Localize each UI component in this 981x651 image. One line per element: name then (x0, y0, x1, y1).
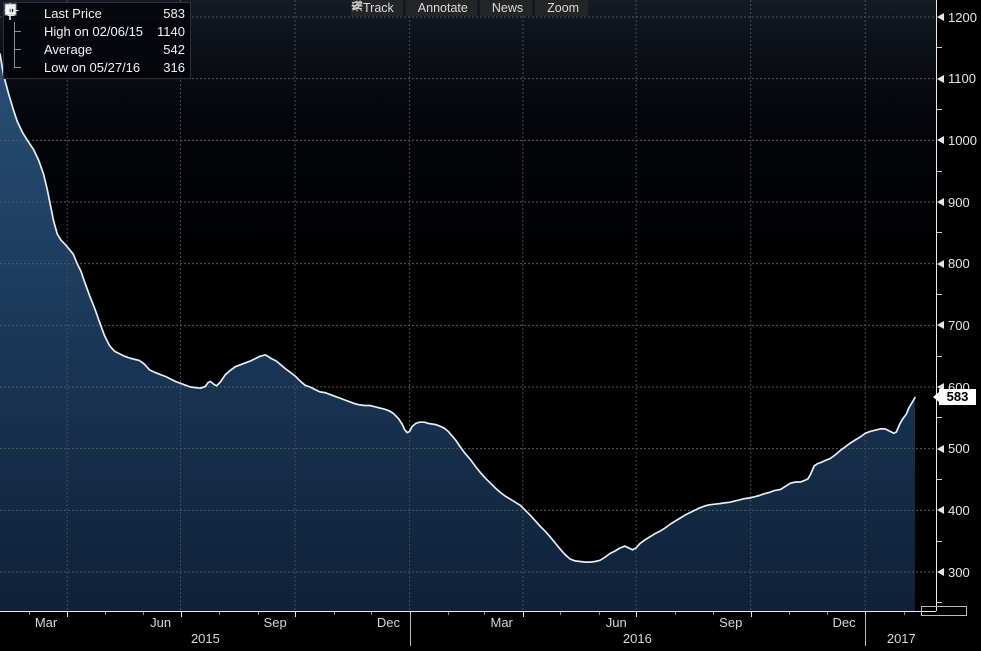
x-quarter-tick (181, 612, 182, 617)
legend-value: 316 (163, 60, 185, 75)
x-quarter-tick (751, 612, 752, 617)
x-axis-year-label: 2015 (191, 631, 220, 646)
x-month-tick (484, 612, 485, 615)
x-quarter-tick (295, 612, 296, 617)
x-quarter-tick (67, 612, 68, 617)
y-tick-arrow-icon (937, 568, 944, 576)
y-axis-label: 700 (948, 319, 970, 332)
chart-canvas[interactable] (0, 0, 936, 611)
x-month-tick (219, 612, 220, 615)
last-price-tag: 583 (939, 389, 976, 405)
legend-tree-connector (7, 58, 22, 76)
y-axis-label: 900 (948, 196, 970, 209)
legend-label: Average (44, 42, 92, 57)
y-tick-arrow-icon (937, 136, 944, 144)
y-tick-arrow-icon (937, 506, 944, 514)
x-axis-month-label: Dec (832, 615, 855, 630)
y-axis-label: 800 (948, 257, 970, 270)
x-axis-line (0, 611, 936, 612)
y-tick-arrow-icon (937, 321, 944, 329)
x-axis-year-label: 2017 (887, 631, 916, 646)
x-axis-month-label: Sep (264, 615, 287, 630)
chart-plot: Last Price583High on 02/06/151140Average… (0, 0, 936, 611)
toolbar-button-label: Track (363, 0, 394, 16)
x-month-tick (904, 612, 905, 615)
x-month-tick (713, 612, 714, 615)
legend-tree-connector (7, 22, 22, 40)
y-axis-label: 400 (948, 504, 970, 517)
y-axis-line (936, 0, 937, 611)
y-minor-tick (937, 356, 942, 357)
x-axis-month-label: Sep (719, 615, 742, 630)
x-axis-month-label: Dec (377, 615, 400, 630)
y-tick-arrow-icon (937, 75, 944, 83)
legend-label: High on 02/06/15 (44, 24, 143, 39)
y-minor-tick (937, 171, 942, 172)
x-month-tick (29, 612, 30, 615)
legend-tree-connector (7, 40, 22, 58)
y-axis-label: 500 (948, 442, 970, 455)
toolbar-button-zoom[interactable]: Zoom (535, 0, 588, 16)
axis-handle-box[interactable] (921, 606, 967, 616)
last-price-tag-value: 583 (947, 389, 969, 404)
y-minor-tick (937, 47, 942, 48)
y-minor-tick (937, 417, 942, 418)
x-axis-year-label: 2016 (623, 631, 652, 646)
y-tick-arrow-icon (937, 260, 944, 268)
y-axis-label: 1000 (948, 134, 977, 147)
x-axis: Mar Jun Sep Dec Mar Jun Sep Dec 2015 2016 2017 (0, 611, 981, 651)
chart-legend: Last Price583High on 02/06/151140Average… (3, 2, 191, 79)
x-axis-month-label: Mar (35, 615, 57, 630)
y-minor-tick (937, 109, 942, 110)
toolbar-button-label: Zoom (547, 0, 579, 16)
x-quarter-tick (523, 612, 524, 617)
legend-label: Low on 05/27/16 (44, 60, 140, 75)
terminal-chart-window: Last Price583High on 02/06/151140Average… (0, 0, 981, 651)
legend-label: Last Price (44, 6, 102, 21)
x-month-tick (560, 612, 561, 615)
x-month-tick (675, 612, 676, 615)
y-minor-tick (937, 541, 942, 542)
last-price-tag-arrow-icon (933, 392, 939, 402)
x-month-tick (789, 612, 790, 615)
y-tick-arrow-icon (937, 13, 944, 21)
x-month-tick (258, 612, 259, 615)
toolbar-button-news[interactable]: News (480, 0, 532, 16)
chart-toolbar: Track Annotate News Zoom (351, 0, 588, 16)
x-axis-month-label: Mar (490, 615, 512, 630)
y-minor-tick (937, 479, 942, 480)
y-axis-label: 300 (948, 566, 970, 579)
x-month-tick (371, 612, 372, 615)
y-axis-label: 1200 (948, 11, 977, 24)
legend-row-average[interactable]: Average 542 (7, 40, 185, 58)
x-month-tick (827, 612, 828, 615)
year-separator-line (865, 613, 866, 646)
legend-value: 583 (163, 6, 185, 21)
y-tick-arrow-icon (937, 445, 944, 453)
legend-row-high-on-02-06-15[interactable]: High on 02/06/15 1140 (7, 22, 185, 40)
legend-row-last-price[interactable]: Last Price 583 (7, 4, 185, 22)
y-tick-arrow-icon (937, 198, 944, 206)
y-axis: 583 300400500600700800900100011001200 (936, 0, 981, 651)
x-month-tick (105, 612, 106, 615)
toolbar-button-label: News (492, 0, 523, 16)
x-axis-month-label: Jun (606, 615, 627, 630)
legend-row-low-on-05-27-16[interactable]: Low on 05/27/16 316 (7, 58, 185, 76)
x-quarter-tick (636, 612, 637, 617)
legend-value: 542 (163, 42, 185, 57)
y-minor-tick (937, 294, 942, 295)
y-axis-label: 1100 (948, 72, 976, 85)
y-minor-tick (937, 232, 942, 233)
toolbar-button-label: Annotate (418, 0, 468, 16)
x-month-tick (448, 612, 449, 615)
x-month-tick (334, 612, 335, 615)
y-minor-tick (937, 602, 942, 603)
year-separator-line (410, 613, 411, 646)
x-month-tick (143, 612, 144, 615)
x-axis-month-label: Jun (150, 615, 171, 630)
legend-value: 1140 (157, 24, 185, 39)
x-month-tick (599, 612, 600, 615)
toolbar-button-annotate[interactable]: Annotate (406, 0, 477, 16)
